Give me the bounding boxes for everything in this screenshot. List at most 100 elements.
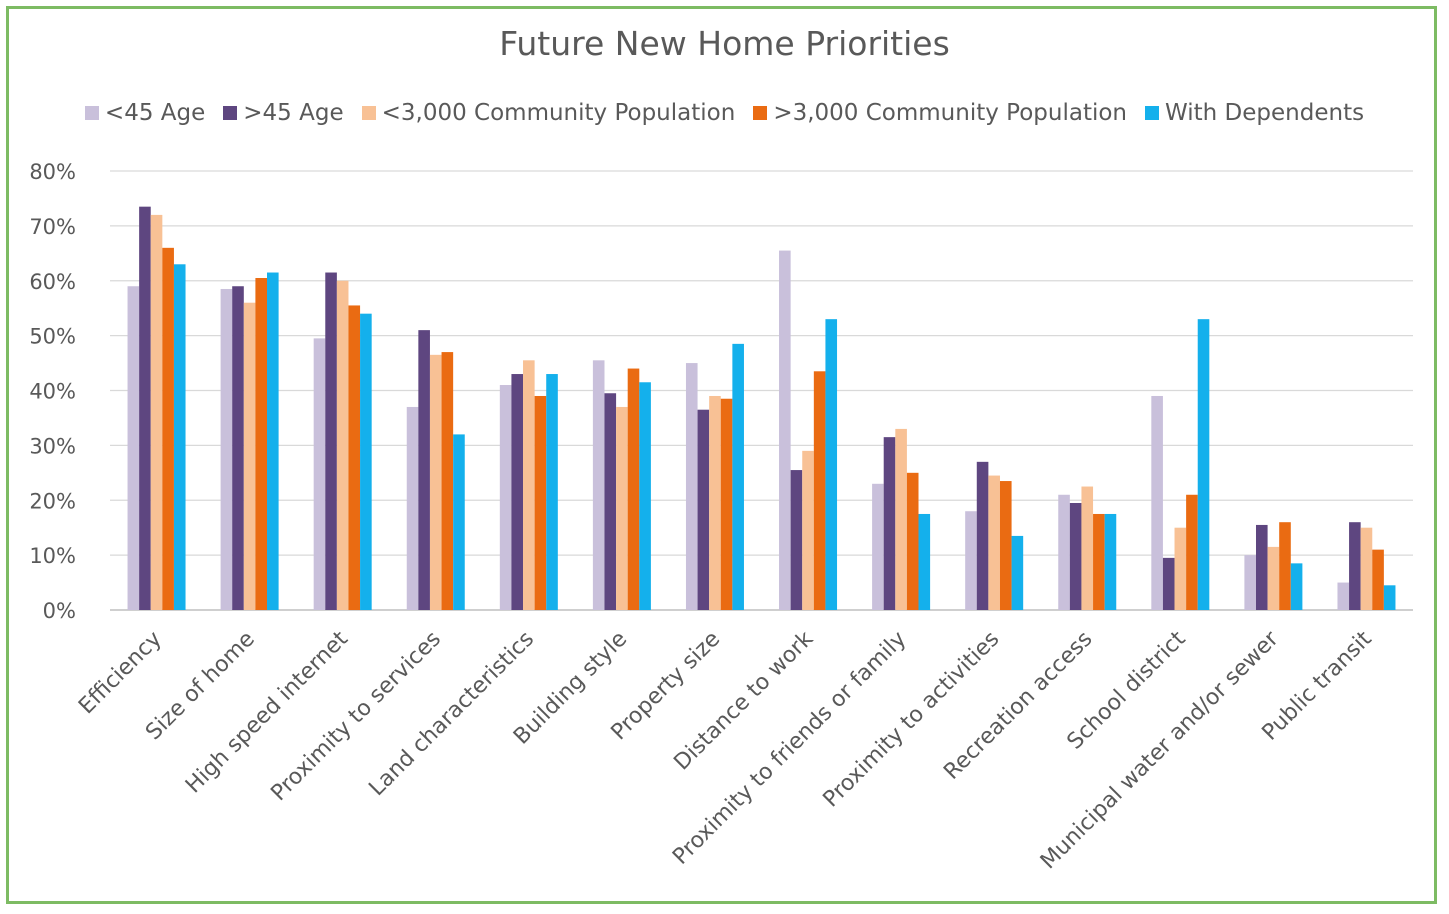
legend-item: >45 Age	[223, 100, 344, 126]
bar	[1093, 513, 1105, 610]
bar	[441, 352, 454, 610]
legend-label: >45 Age	[243, 100, 344, 126]
bar	[895, 428, 907, 610]
legend-swatch	[1145, 106, 1160, 120]
bar	[1337, 582, 1350, 610]
bar	[1081, 486, 1094, 610]
bar	[999, 481, 1012, 610]
bar	[1011, 535, 1024, 610]
x-tick-label: Proximity to activities	[819, 627, 1005, 813]
bar	[604, 393, 617, 610]
bar	[1349, 522, 1361, 610]
bar	[429, 354, 442, 610]
chart-legend: <45 Age >45 Age <3,000 Community Populatio…	[0, 100, 1449, 126]
legend-swatch	[753, 106, 768, 120]
bar	[918, 513, 931, 610]
bar	[813, 371, 826, 610]
bar	[697, 409, 710, 610]
legend-label: <3,000 Community Population	[381, 100, 736, 126]
bar	[243, 302, 256, 610]
y-tick-label: 70%	[29, 215, 76, 239]
bar	[1372, 549, 1384, 610]
bar	[511, 374, 524, 610]
legend-swatch	[84, 106, 99, 120]
bar	[162, 247, 174, 610]
bar	[1058, 494, 1070, 610]
bar	[779, 250, 791, 610]
y-tick-label: 80%	[29, 160, 76, 184]
bar	[418, 330, 430, 610]
bar	[709, 395, 721, 610]
y-tick-label: 0%	[43, 599, 76, 623]
bar	[220, 288, 233, 610]
bar	[790, 470, 803, 610]
x-tick-label: High speed internet	[181, 626, 353, 798]
bar	[360, 313, 372, 610]
bar	[313, 338, 326, 610]
bar	[173, 264, 186, 610]
bar	[825, 319, 838, 610]
bar	[1104, 513, 1117, 610]
legend-item: >3,000 Community Population	[753, 100, 1127, 126]
bar	[267, 272, 279, 610]
bar	[150, 214, 163, 610]
y-tick-label: 60%	[29, 270, 76, 294]
bar	[720, 398, 733, 610]
chart-title: Future New Home Priorities	[499, 24, 950, 63]
bar	[1267, 546, 1280, 610]
bar	[325, 272, 337, 610]
legend-item: <45 Age	[84, 100, 206, 126]
legend-swatch	[223, 106, 238, 120]
legend-swatch	[361, 106, 376, 120]
bar	[232, 286, 244, 610]
bar	[534, 395, 547, 610]
bar	[523, 360, 535, 610]
bar	[255, 278, 268, 610]
bar	[1151, 395, 1163, 610]
legend-item: With Dependents	[1145, 100, 1364, 126]
y-tick-label: 20%	[29, 489, 76, 513]
bar	[883, 437, 896, 610]
legend-item: <3,000 Community Population	[361, 100, 736, 126]
y-tick-label: 30%	[29, 434, 76, 458]
bar	[139, 206, 151, 610]
bar	[1279, 522, 1291, 610]
bar	[685, 363, 698, 610]
x-tick-label: Proximity to services	[266, 627, 446, 807]
bar	[1197, 319, 1210, 610]
bar	[1255, 524, 1268, 610]
bar	[127, 286, 140, 610]
legend-label: >3,000 Community Population	[773, 100, 1128, 126]
bar	[348, 305, 361, 610]
bar	[1174, 527, 1187, 610]
bar	[1290, 563, 1303, 610]
bar	[1162, 557, 1175, 610]
x-tick-label: Land characteristics	[365, 627, 540, 802]
bar	[1383, 585, 1396, 610]
bar	[988, 475, 1000, 610]
y-tick-label: 50%	[29, 325, 76, 349]
y-tick-label: 10%	[29, 544, 76, 568]
bar	[546, 374, 558, 610]
y-tick-label: 40%	[29, 380, 76, 404]
bar	[872, 483, 884, 610]
bar	[1069, 502, 1082, 610]
x-tick-label: Efficiency	[74, 627, 167, 720]
bar	[732, 343, 744, 610]
bar	[965, 511, 977, 610]
bar	[499, 385, 512, 610]
bar	[1360, 527, 1373, 610]
bar	[627, 368, 640, 610]
bar	[453, 434, 465, 610]
bar	[802, 450, 814, 610]
bar	[336, 280, 349, 610]
bar	[639, 382, 651, 610]
legend-label: <45 Age	[104, 100, 206, 126]
bar	[616, 406, 628, 610]
bar	[406, 406, 419, 610]
bar	[976, 461, 989, 610]
bar	[592, 360, 605, 610]
legend-label: With Dependents	[1165, 100, 1365, 126]
bar	[1244, 555, 1256, 610]
